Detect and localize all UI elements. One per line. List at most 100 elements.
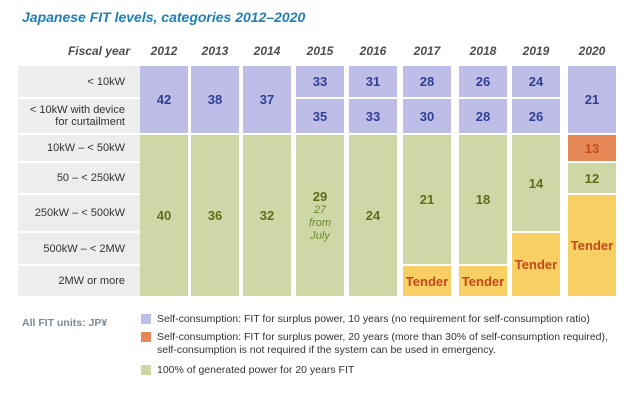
fit-cell: 21 [403,135,451,264]
year-header: 2018 [469,44,497,58]
fit-value: 30 [419,108,435,124]
fit-value: 35 [312,108,328,124]
fit-cell: 21 [568,66,616,133]
legend-text-line: self-consumption is not required if the … [157,344,496,356]
fit-value: Tender [405,273,449,289]
fit-cell: 28 [459,99,507,133]
year-header: 2017 [413,44,441,58]
fiscal-year-label: Fiscal year [67,44,130,58]
fit-cell: 18 [459,135,507,264]
year-header: 2019 [522,44,550,58]
category-label: < 10kW with device for curtailment [18,104,125,128]
legend-text-line: 100% of generated power for 20 years FIT [157,364,355,376]
fit-cell: Tender [512,233,560,296]
category-label-line: 500kW – < 2MW [43,242,125,255]
fit-cell: 36 [191,135,239,296]
fit-value: 36 [207,208,223,223]
category-label-line: 50 – < 250kW [56,172,125,184]
chart-title: Japanese FIT levels, categories 2012–202… [22,9,306,25]
legend-text: Self-consumption: FIT for surplus power,… [157,313,627,326]
fit-cell: 32 [243,135,291,296]
legend-text: 100% of generated power for 20 years FIT [157,364,627,377]
fit-cell: 24 [349,135,397,296]
fit-value: 14 [528,175,544,191]
fit-value: Tender [514,257,558,272]
fit-cell: 31 [349,66,397,97]
fit-value: 38 [207,92,223,107]
legend-swatch [141,314,151,324]
fit-value: 32 [259,208,275,223]
fit-note: from [309,216,331,229]
fit-value: 28 [419,74,435,89]
fit-value: Tender [461,273,505,289]
fit-cell: Tender [459,266,507,296]
row-band [18,266,140,296]
category-label-line: 2MW or more [58,275,125,287]
category-label: 500kW – < 2MW [18,243,125,255]
fit-note: July [310,229,330,242]
fit-value: 26 [528,108,544,124]
fit-value: 33 [312,74,328,89]
year-header: 2013 [201,44,229,58]
fit-value: 40 [156,208,172,223]
fit-value: 13 [584,140,600,156]
fit-cell: 38 [191,66,239,133]
fit-value: 28 [475,108,491,124]
fit-value: Tender [570,238,614,253]
fit-value: 24 [528,74,544,89]
fit-cell: 28 [403,66,451,97]
fit-value: 26 [475,74,491,89]
category-label: 10kW – < 50kW [18,142,125,154]
fit-cell: 42 [140,66,188,133]
year-header: 2012 [150,44,178,58]
fit-cell: 33 [296,66,344,97]
year-header: 2016 [359,44,387,58]
row-band [18,163,140,193]
fit-cell: 14 [512,135,560,231]
year-header: 2014 [253,44,281,58]
row-band [18,66,140,97]
category-label-line: 250kW – < 500kW [34,207,125,219]
fit-note: 27 [313,203,327,216]
category-label: < 10kW [18,76,125,88]
row-band [18,135,140,161]
fit-cell: 33 [349,99,397,133]
fit-cell: Tender [568,195,616,296]
row-band [18,233,140,264]
legend-swatch [141,365,151,375]
fit-value: 21 [584,92,600,107]
row-band [18,195,140,231]
fit-value: 33 [365,108,381,124]
fit-value: 12 [584,170,600,186]
category-label: 250kW – < 500kW [18,207,125,219]
fit-value: 31 [365,74,381,89]
fit-cell: 40 [140,135,188,296]
year-header: 2015 [306,44,334,58]
fit-value: 18 [475,192,491,207]
fit-value: 21 [419,192,435,207]
fit-value: 29 [312,188,328,204]
legend-text: Self-consumption: FIT for surplus power,… [157,331,627,357]
category-label-line: < 10kW with device [29,104,125,116]
category-label-line: < 10kW [87,75,125,88]
fit-value: 24 [365,208,381,223]
row-band [18,99,140,133]
legend-text-line: Self-consumption: FIT for surplus power,… [157,313,590,325]
fit-cell: 37 [243,66,291,133]
category-label-line: 10kW – < 50kW [47,142,125,154]
category-label: 50 – < 250kW [18,172,125,184]
fit-cell: 35 [296,99,344,133]
category-label: 2MW or more [18,275,125,287]
fit-value: 37 [259,92,275,107]
fit-cell: 29 27 from July [296,135,344,296]
fit-cell: 24 [512,66,560,97]
legend-swatch [141,332,151,342]
fit-cell: 26 [512,99,560,133]
year-header: 2020 [578,44,606,58]
units-label: All FIT units: JP¥ [22,317,108,329]
fit-cell: 13 [568,135,616,161]
fit-cell: 12 [568,163,616,193]
category-label-line: for curtailment [55,116,125,128]
legend-text-line: Self-consumption: FIT for surplus power,… [157,331,608,343]
fit-cell: 26 [459,66,507,97]
